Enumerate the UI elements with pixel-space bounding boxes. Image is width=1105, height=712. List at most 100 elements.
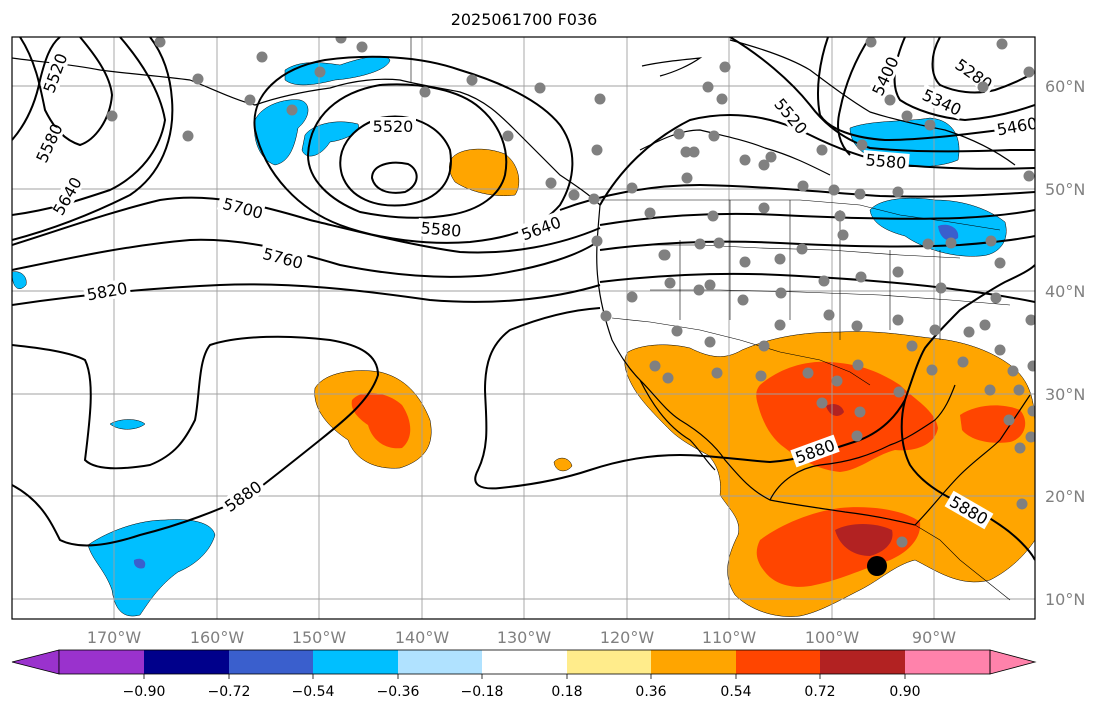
lon-label: 140°W bbox=[395, 628, 450, 647]
station-marker bbox=[758, 340, 770, 352]
lon-label: 100°W bbox=[805, 628, 860, 647]
lon-label: 120°W bbox=[600, 628, 655, 647]
station-marker bbox=[600, 310, 612, 322]
station-marker bbox=[106, 110, 118, 122]
station-marker bbox=[802, 367, 814, 379]
station-marker bbox=[644, 207, 656, 219]
colorbar-tick-label: −0.36 bbox=[377, 684, 420, 700]
pos-region-pacific-mid-core bbox=[351, 392, 411, 449]
station-marker bbox=[797, 180, 809, 192]
station-marker bbox=[906, 340, 918, 352]
station-markers bbox=[106, 37, 1035, 548]
colorbar-tick-label: 0.72 bbox=[804, 684, 835, 700]
station-marker bbox=[837, 229, 849, 241]
station-marker bbox=[852, 359, 864, 371]
station-marker bbox=[892, 314, 904, 326]
station-marker bbox=[568, 189, 580, 201]
lat-label: 30°N bbox=[1045, 385, 1085, 404]
station-marker bbox=[708, 130, 720, 142]
station-marker bbox=[755, 370, 767, 382]
colorbar-tick-label: 0.90 bbox=[889, 684, 920, 700]
station-marker bbox=[466, 74, 478, 86]
pos-region-darkred-2 bbox=[826, 404, 844, 416]
colorbar-segment bbox=[229, 650, 313, 674]
station-marker bbox=[774, 319, 786, 331]
station-marker bbox=[758, 202, 770, 214]
contour-label: 5580 bbox=[865, 150, 907, 172]
station-marker bbox=[893, 386, 905, 398]
station-marker bbox=[1023, 170, 1035, 182]
station-marker bbox=[694, 238, 706, 250]
station-marker bbox=[286, 104, 298, 116]
contour-5520-west bbox=[19, 37, 114, 147]
station-marker bbox=[713, 237, 725, 249]
latitude-labels: 60°N 50°N 40°N 30°N 20°N 10°N bbox=[1045, 77, 1085, 609]
station-marker bbox=[707, 210, 719, 222]
contour-5640-low bbox=[253, 55, 574, 244]
station-marker bbox=[775, 287, 787, 299]
station-marker bbox=[681, 172, 693, 184]
station-marker bbox=[419, 86, 431, 98]
station-marker bbox=[924, 119, 936, 131]
coastlines bbox=[12, 39, 1031, 526]
station-marker bbox=[758, 159, 770, 171]
station-marker bbox=[922, 238, 934, 250]
station-marker bbox=[851, 430, 863, 442]
station-marker bbox=[719, 61, 731, 73]
lat-label: 10°N bbox=[1045, 590, 1085, 609]
station-marker bbox=[816, 144, 828, 156]
station-marker bbox=[892, 266, 904, 278]
lon-label: 150°W bbox=[292, 628, 347, 647]
station-marker bbox=[884, 94, 896, 106]
colorbar-segment bbox=[398, 650, 482, 674]
colorbar-tick-label: 0.36 bbox=[635, 684, 666, 700]
station-marker bbox=[256, 51, 268, 63]
lat-label: 20°N bbox=[1045, 487, 1085, 506]
station-marker bbox=[658, 249, 670, 261]
station-marker bbox=[545, 177, 557, 189]
station-marker bbox=[856, 139, 868, 151]
lon-label: 170°W bbox=[87, 628, 142, 647]
station-marker bbox=[1013, 384, 1025, 396]
neg-region-great-lakes-core bbox=[938, 224, 959, 241]
contour-5880-west bbox=[12, 335, 380, 547]
colorbar-segment bbox=[820, 650, 905, 674]
colorbar-tick-label: 0.54 bbox=[720, 684, 751, 700]
map-title: 2025061700 F036 bbox=[451, 10, 598, 29]
station-marker bbox=[957, 356, 969, 368]
station-marker bbox=[154, 37, 166, 48]
colorbar-tick-label: −0.72 bbox=[208, 684, 251, 700]
neg-region-alaska-mid bbox=[301, 121, 359, 157]
station-marker bbox=[704, 279, 716, 291]
contour-5280-east bbox=[931, 37, 1035, 94]
colorbar-tick-label: −0.18 bbox=[461, 684, 504, 700]
station-marker bbox=[1023, 66, 1035, 78]
station-marker bbox=[649, 360, 661, 372]
station-marker bbox=[828, 184, 840, 196]
station-marker bbox=[831, 375, 843, 387]
station-marker bbox=[1025, 431, 1035, 443]
station-marker bbox=[796, 243, 808, 255]
contour-5700 bbox=[12, 196, 601, 254]
colorbar-segment bbox=[144, 650, 229, 674]
lon-label: 130°W bbox=[497, 628, 552, 647]
station-marker bbox=[816, 397, 828, 409]
lat-label: 40°N bbox=[1045, 282, 1085, 301]
station-marker bbox=[702, 81, 714, 93]
station-marker bbox=[673, 128, 685, 140]
station-marker bbox=[704, 336, 716, 348]
colorbar-segment bbox=[59, 650, 144, 674]
station-marker bbox=[985, 235, 997, 247]
station-marker bbox=[765, 151, 777, 163]
station-marker bbox=[591, 235, 603, 247]
station-marker bbox=[711, 367, 723, 379]
neg-region-pacific-southwest-core bbox=[133, 558, 146, 569]
station-marker bbox=[591, 144, 603, 156]
station-marker bbox=[990, 292, 1002, 304]
station-marker bbox=[594, 93, 606, 105]
station-marker bbox=[896, 536, 908, 548]
station-marker bbox=[335, 37, 347, 44]
contour-5520-east bbox=[729, 37, 1035, 153]
map-frame bbox=[11, 36, 1036, 620]
